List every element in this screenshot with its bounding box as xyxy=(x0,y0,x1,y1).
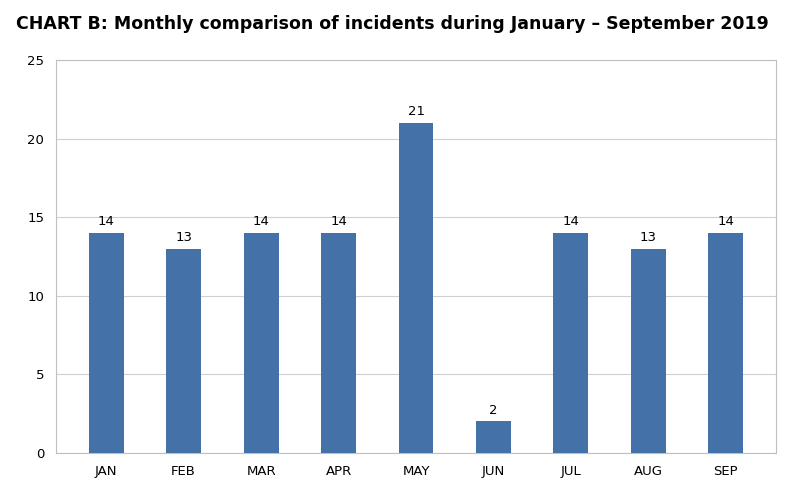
Text: 14: 14 xyxy=(330,215,347,228)
Text: 21: 21 xyxy=(407,106,425,118)
Text: 13: 13 xyxy=(175,231,192,244)
Bar xyxy=(166,248,201,453)
Bar xyxy=(709,233,743,453)
Text: 14: 14 xyxy=(718,215,734,228)
Bar xyxy=(321,233,356,453)
Bar xyxy=(631,248,666,453)
Text: 13: 13 xyxy=(640,231,657,244)
Bar xyxy=(244,233,278,453)
Bar xyxy=(554,233,588,453)
Text: 2: 2 xyxy=(490,403,498,416)
Bar xyxy=(89,233,123,453)
Text: 14: 14 xyxy=(562,215,579,228)
Text: 14: 14 xyxy=(98,215,114,228)
Bar xyxy=(398,123,434,453)
Text: 14: 14 xyxy=(253,215,270,228)
Bar xyxy=(476,422,511,453)
Text: CHART B: Monthly comparison of incidents during January – September 2019: CHART B: Monthly comparison of incidents… xyxy=(16,15,769,33)
